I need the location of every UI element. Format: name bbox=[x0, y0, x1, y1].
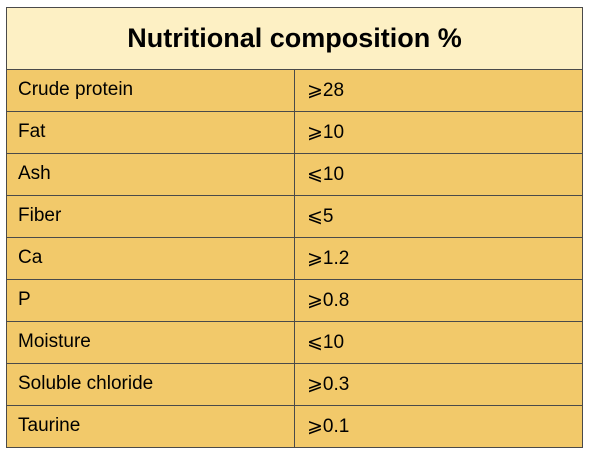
nutrient-name: Ash bbox=[6, 153, 295, 196]
nutrient-value: ⩽5 bbox=[294, 195, 583, 238]
nutrient-value: ⩾1.2 bbox=[294, 237, 583, 280]
nutrient-value: ⩾10 bbox=[294, 111, 583, 154]
table-row: Fat ⩾10 bbox=[6, 111, 583, 154]
table-row: Ca ⩾1.2 bbox=[6, 237, 583, 280]
nutrient-name: Soluble chloride bbox=[6, 363, 295, 406]
nutrient-value: ⩽10 bbox=[294, 321, 583, 364]
nutrient-value: ⩾0.8 bbox=[294, 279, 583, 322]
table-row: Fiber ⩽5 bbox=[6, 195, 583, 238]
table-row: Ash ⩽10 bbox=[6, 153, 583, 196]
nutrient-name: Fat bbox=[6, 111, 295, 154]
table-row: Moisture ⩽10 bbox=[6, 321, 583, 364]
table-row: P ⩾0.8 bbox=[6, 279, 583, 322]
nutrient-value: ⩾28 bbox=[294, 69, 583, 112]
table-row: Soluble chloride ⩾0.3 bbox=[6, 363, 583, 406]
nutrient-name: Fiber bbox=[6, 195, 295, 238]
nutrient-value: ⩽10 bbox=[294, 153, 583, 196]
nutrient-name: P bbox=[6, 279, 295, 322]
table-title: Nutritional composition % bbox=[6, 7, 583, 70]
nutrient-name: Crude protein bbox=[6, 69, 295, 112]
nutrient-name: Taurine bbox=[6, 405, 295, 448]
nutrition-table: Nutritional composition % Crude protein … bbox=[6, 7, 583, 448]
table-row: Taurine ⩾0.1 bbox=[6, 405, 583, 448]
table-row: Crude protein ⩾28 bbox=[6, 69, 583, 112]
nutrient-name: Ca bbox=[6, 237, 295, 280]
table-header-row: Nutritional composition % bbox=[6, 7, 583, 70]
nutrient-value: ⩾0.1 bbox=[294, 405, 583, 448]
nutrient-name: Moisture bbox=[6, 321, 295, 364]
nutrient-value: ⩾0.3 bbox=[294, 363, 583, 406]
